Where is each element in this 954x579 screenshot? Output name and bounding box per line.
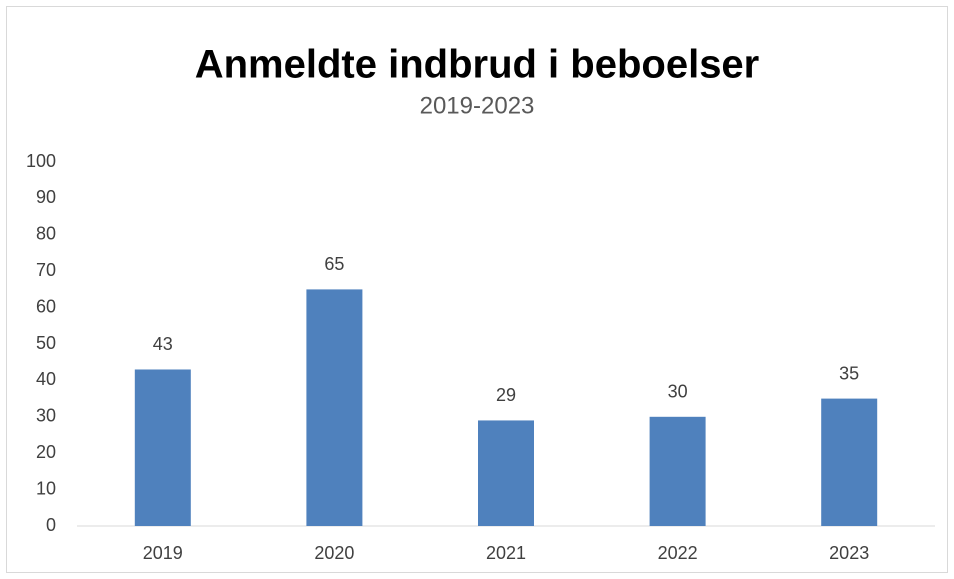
data-label: 65 (324, 254, 344, 274)
data-label: 30 (668, 382, 688, 402)
data-label: 35 (839, 363, 859, 383)
bar (134, 369, 191, 526)
x-tick-label: 2020 (314, 543, 354, 563)
y-tick-label: 40 (36, 369, 56, 389)
y-tick-label: 30 (36, 406, 56, 426)
y-tick-label: 0 (46, 515, 56, 535)
y-tick-label: 100 (26, 151, 56, 171)
bar (306, 289, 363, 526)
x-tick-label: 2023 (829, 543, 869, 563)
y-tick-label: 60 (36, 296, 56, 316)
chart-title: Anmeldte indbrud i beboelser (195, 43, 760, 87)
bar (478, 420, 534, 526)
y-tick-label: 80 (36, 224, 56, 244)
y-tick-label: 90 (36, 187, 56, 207)
y-tick-label: 50 (36, 333, 56, 353)
data-label: 29 (496, 385, 516, 405)
y-tick-label: 10 (36, 478, 56, 498)
y-tick-label: 20 (36, 442, 56, 462)
x-tick-label: 2021 (486, 543, 526, 563)
x-tick-label: 2019 (143, 543, 183, 563)
x-tick-label: 2022 (658, 543, 698, 563)
y-tick-label: 70 (36, 260, 56, 280)
chart-subtitle: 2019-2023 (420, 92, 535, 119)
bar (821, 398, 878, 526)
bar (649, 416, 706, 526)
data-label: 43 (153, 334, 173, 354)
